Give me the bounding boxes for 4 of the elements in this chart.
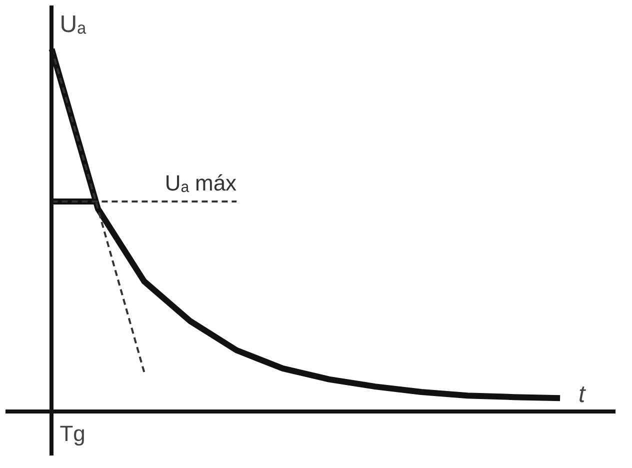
series-label: Uₐ máx xyxy=(164,170,237,196)
x-axis-title: t xyxy=(578,380,587,408)
y-axis-title: Uₐ xyxy=(60,11,88,38)
text: Tg xyxy=(60,420,86,446)
